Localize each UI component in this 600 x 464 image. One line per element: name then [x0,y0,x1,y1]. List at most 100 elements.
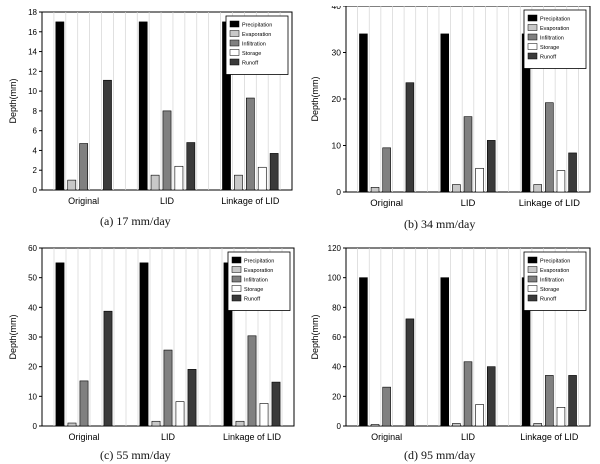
category-label: Linkage of LID [520,432,579,442]
y-tick-label: 30 [332,48,342,58]
y-tick-label: 6 [33,127,38,136]
y-tick-label: 10 [332,141,342,151]
chart-a: 0 2 4 6 8 10 12 14 16 18 Depth(mm) Original LID Linka… [8,8,293,206]
bar-infiltration-0 [79,380,89,427]
legend-label-infiltration: Infiltration [242,42,266,48]
y-tick-label: 20 [332,94,342,104]
legend-swatch-runoff [231,294,242,302]
legend-label-runoff: Runoff [244,297,261,303]
bar-storage-1 [475,167,484,193]
legend-label-precipitation: Precipitation [540,17,570,23]
bar-precipitation-0 [359,33,368,193]
legend-swatch-storage [527,43,538,50]
chart-panel-a: 0 2 4 6 8 10 12 14 16 18 Depth(mm) Original LID Linka… [4,6,298,214]
legend-swatch-infiltration [229,39,240,47]
bar-infiltration-1 [463,116,473,193]
legend-swatch-runoff [527,294,538,302]
bar-evaporation-1 [452,423,461,427]
legend-swatch-evaporation [527,24,538,31]
bar-infiltration-1 [463,361,473,427]
legend-label-evaporation: Evaporation [242,32,271,38]
y-tick-label: 0 [33,422,38,431]
y-tick-label: 8 [33,107,38,116]
bar-storage-2 [556,407,566,427]
category-label: Linkage of LID [519,198,580,209]
caption-c: (c) 55 mm/day [100,448,171,462]
bar-infiltration-0 [382,386,391,427]
legend-label-storage: Storage [244,287,263,293]
legend-label-storage: Storage [540,287,559,293]
bar-evaporation-0 [67,179,77,191]
bar-runoff-0 [103,310,113,427]
bar-precipitation-1 [440,277,450,427]
bar-evaporation-2 [533,423,542,427]
bar-infiltration-1 [162,110,172,191]
legend-swatch-storage [231,285,242,292]
bar-infiltration-0 [79,143,89,191]
bar-runoff-1 [486,366,496,427]
category-label: Original [68,432,99,442]
legend-swatch-storage [527,285,538,292]
y-tick-label: 2 [33,166,38,175]
y-tick-label: 0 [337,422,342,431]
legend-swatch-evaporation [229,30,240,37]
y-axis-label: Depth(mm) [310,314,320,359]
legend-swatch-storage [229,49,240,56]
legend-label-storage: Storage [540,45,559,51]
bar-evaporation-0 [67,422,77,427]
bar-runoff-1 [486,140,496,193]
category-label: Original [371,432,402,442]
y-tick-label: 4 [33,146,38,155]
bar-infiltration-1 [163,349,173,427]
bar-storage-2 [257,166,267,191]
legend-swatch-infiltration [527,33,538,41]
legend-swatch-evaporation [527,266,538,273]
legend-label-storage: Storage [242,51,261,57]
bar-infiltration-2 [245,97,255,191]
legend-label-infiltration: Infiltration [244,278,268,284]
legend-label-evaporation: Evaporation [540,26,569,32]
bar-evaporation-1 [151,420,161,427]
chart-b: 0 10 20 30 40 Depth(mm) Original LID Linkage of … [310,6,591,209]
bar-runoff-2 [568,152,577,193]
legend-label-runoff: Runoff [242,61,259,67]
bar-runoff-1 [187,369,197,427]
bar-evaporation-2 [533,184,542,193]
bar-precipitation-0 [55,262,65,427]
legend-label-runoff: Runoff [540,297,557,303]
y-tick-label: 30 [28,333,37,342]
bar-runoff-2 [271,381,281,427]
caption-a: (a) 17 mm/day [100,214,171,228]
legend-swatch-infiltration [231,275,242,283]
y-axis-label: Depth(mm) [310,76,320,121]
y-tick-label: 40 [28,303,37,312]
y-tick-label: 120 [328,244,342,253]
caption-b: (b) 34 mm/day [404,217,476,231]
legend-swatch-evaporation [231,266,242,273]
chart-c: 0 10 20 30 40 50 60 Depth(mm) Original LID Linkage… [8,244,295,442]
bar-storage-1 [175,401,185,427]
chart-panel-d: 0 20 40 60 80 100 120 Depth(mm) Original LID Linka… [306,238,596,448]
y-tick-label: 0 [33,186,38,195]
legend-swatch-precipitation [229,20,240,28]
legend-swatch-precipitation [231,256,242,264]
chart-panel-c: 0 10 20 30 40 50 60 Depth(mm) Original LID Linkage… [4,238,298,448]
y-tick-label: 10 [28,87,37,96]
bar-runoff-2 [568,375,577,427]
category-label: Original [68,196,99,206]
bar-evaporation-2 [234,174,243,191]
y-tick-label: 100 [328,274,342,283]
y-tick-label: 80 [332,303,341,312]
bar-precipitation-0 [55,21,65,191]
y-tick-label: 20 [28,363,37,372]
legend-swatch-infiltration [527,275,538,283]
legend-label-runoff: Runoff [540,55,557,61]
y-tick-label: 0 [336,187,341,197]
legend-swatch-precipitation [527,14,538,22]
y-tick-label: 14 [28,48,37,57]
legend-label-evaporation: Evaporation [244,268,273,274]
y-tick-label: 18 [28,8,37,17]
legend-label-infiltration: Infiltration [540,36,564,42]
y-tick-label: 40 [332,6,342,11]
legend-swatch-precipitation [527,256,538,264]
